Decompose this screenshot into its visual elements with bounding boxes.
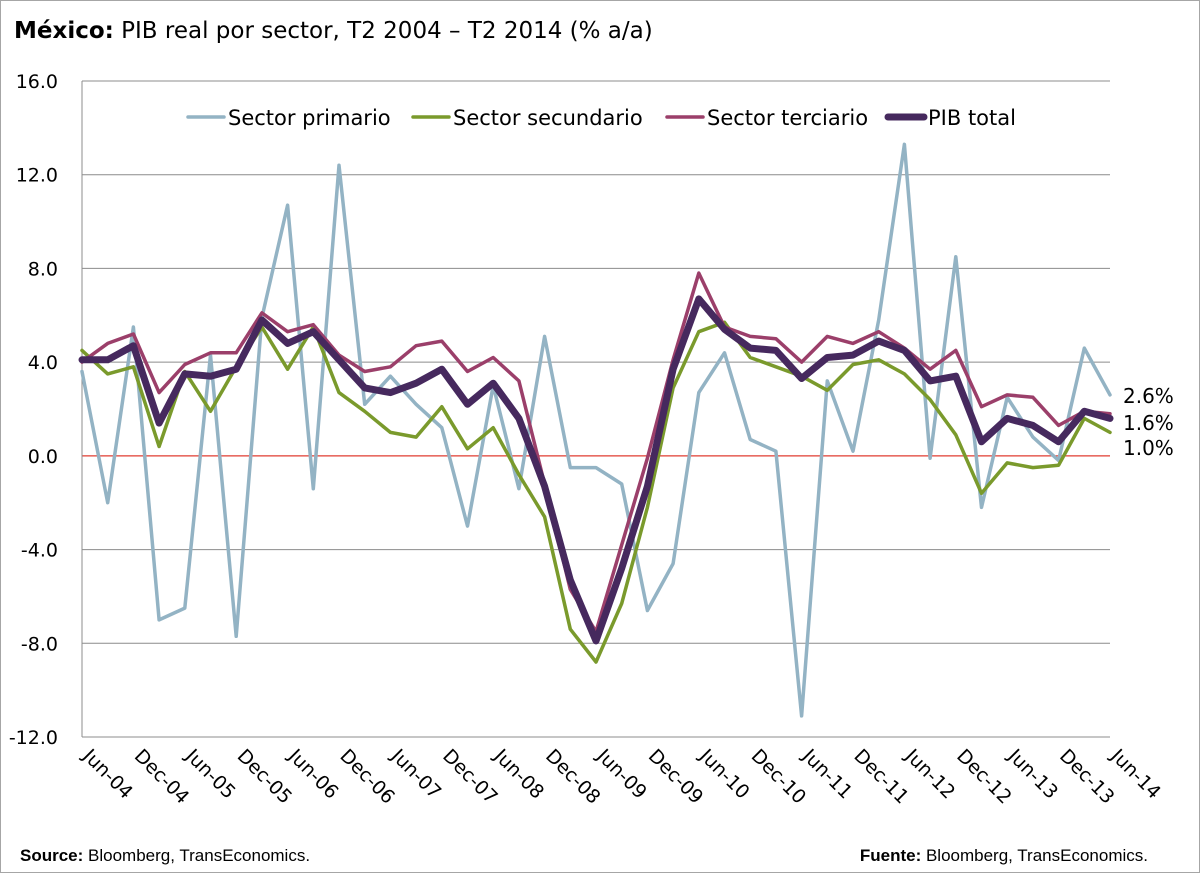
y-tick-label: 8.0: [28, 258, 58, 280]
series-line-2: [80, 271, 1112, 634]
end-value-label: 1.0%: [1123, 436, 1174, 460]
x-tick-label: Dec-13: [1055, 745, 1119, 809]
source-text: Bloomberg, TransEconomics.: [83, 846, 311, 865]
series-line-0: [80, 142, 1112, 718]
y-tick-label: -4.0: [21, 540, 58, 562]
y-tick-label: 0.0: [28, 446, 58, 468]
legend-label-2: Sector terciario: [707, 106, 868, 130]
legend-label-1: Sector secundario: [453, 106, 643, 130]
series-line-3: [78, 295, 1114, 645]
end-value-label: 2.6%: [1123, 384, 1174, 408]
legend-label-0: Sector primario: [228, 106, 391, 130]
fuente-note: Fuente: Bloomberg, TransEconomics.: [860, 846, 1148, 866]
y-tick-label: -8.0: [21, 633, 58, 655]
y-tick-label: 16.0: [16, 71, 58, 93]
source-note: Source: Bloomberg, TransEconomics.: [20, 846, 310, 866]
x-tick-label: Dec-10: [747, 745, 811, 809]
y-tick-label: -12.0: [9, 727, 58, 749]
x-tick-label: Dec-04: [130, 745, 194, 809]
x-tick-label: Dec-07: [438, 745, 502, 809]
x-tick-label: Dec-06: [335, 745, 399, 809]
fuente-label: Fuente:: [859, 846, 922, 865]
x-tick-label: Dec-05: [233, 745, 297, 809]
x-tick-label: Dec-09: [644, 745, 708, 809]
chart-title-bold: México:: [14, 18, 114, 44]
chart-title: México: PIB real por sector, T2 2004 – T…: [14, 18, 653, 44]
x-tick-label: Dec-08: [541, 745, 605, 809]
fuente-text: Bloomberg, TransEconomics.: [921, 846, 1148, 865]
x-tick-label: Dec-12: [952, 745, 1016, 809]
end-value-label: 1.6%: [1123, 411, 1174, 435]
x-tick-label: Jun-04: [78, 744, 137, 803]
legend-label-3: PIB total: [928, 106, 1016, 130]
y-tick-label: 4.0: [28, 352, 58, 374]
y-tick-label: 12.0: [16, 165, 58, 187]
source-label: Source:: [20, 846, 84, 865]
chart-title-rest: PIB real por sector, T2 2004 – T2 2014 (…: [113, 18, 653, 44]
x-tick-label: Dec-11: [849, 745, 913, 809]
